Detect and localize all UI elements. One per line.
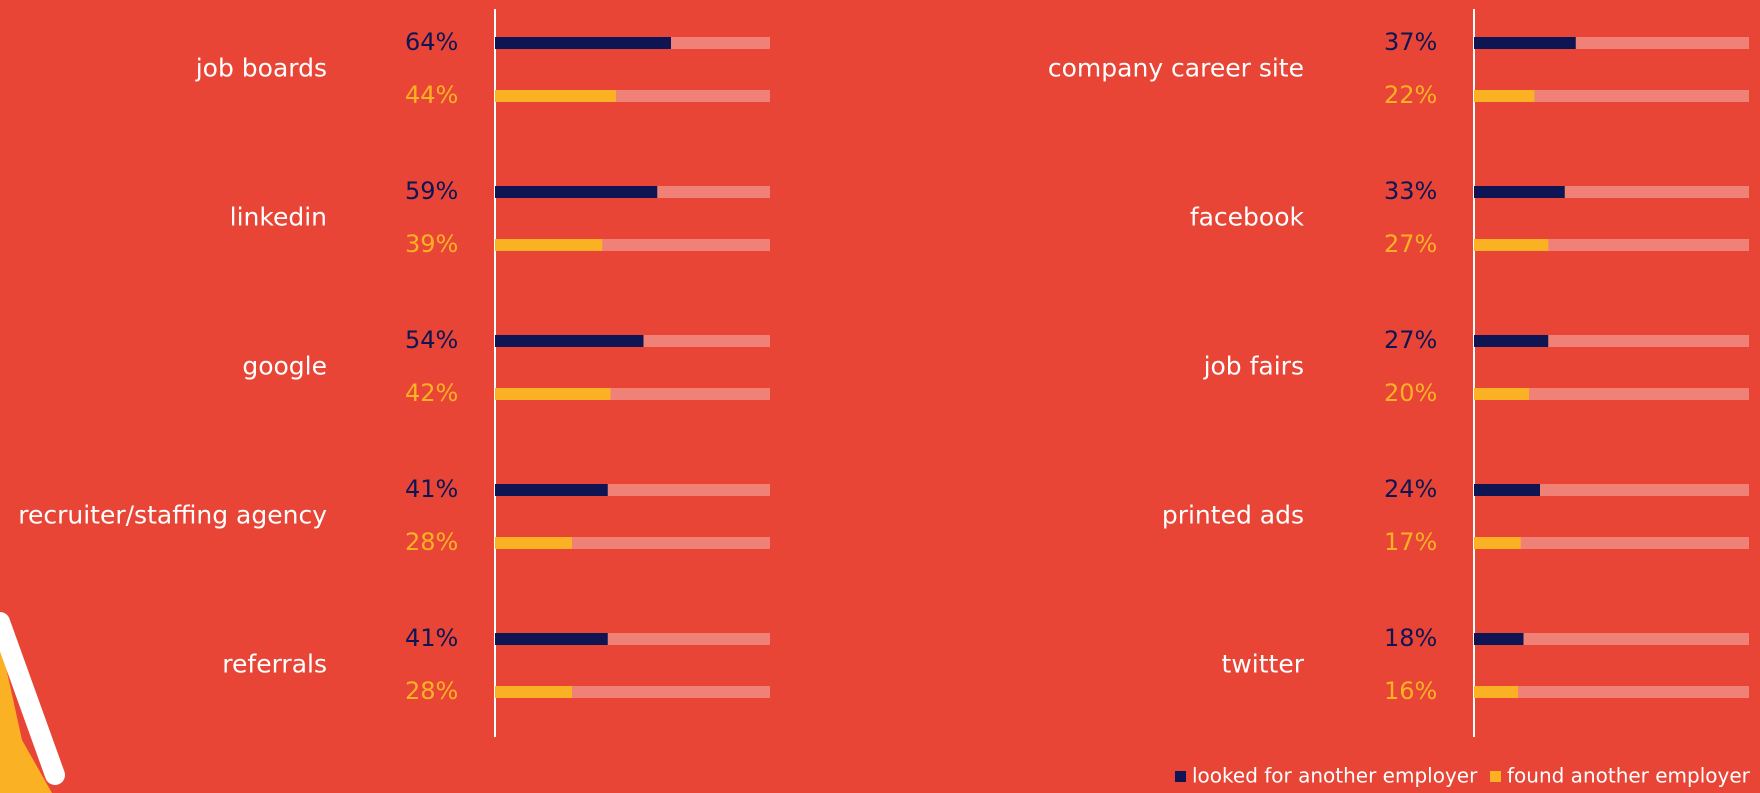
category-label: job boards	[195, 54, 327, 83]
value-label: 28%	[405, 528, 458, 556]
category-label: facebook	[1190, 203, 1305, 232]
value-label: 42%	[405, 379, 458, 407]
bar	[1474, 37, 1576, 49]
bar	[495, 388, 611, 400]
legend-label: looked for another employer	[1192, 764, 1478, 788]
value-label: 59%	[405, 177, 458, 205]
value-label: 16%	[1384, 677, 1437, 705]
value-label: 22%	[1384, 81, 1437, 109]
category-label: linkedin	[230, 203, 327, 232]
bar	[495, 686, 572, 698]
value-label: 20%	[1384, 379, 1437, 407]
category-label: company career site	[1048, 54, 1304, 83]
value-label: 27%	[1384, 326, 1437, 354]
category-label: printed ads	[1162, 501, 1304, 530]
category-label: recruiter/staffing agency	[18, 501, 327, 530]
value-label: 39%	[405, 230, 458, 258]
value-label: 18%	[1384, 624, 1437, 652]
value-label: 37%	[1384, 28, 1437, 56]
bar	[1474, 633, 1524, 645]
value-label: 54%	[405, 326, 458, 354]
bar	[495, 239, 602, 251]
bar	[495, 186, 657, 198]
bar	[1474, 484, 1540, 496]
category-label: referrals	[222, 650, 327, 679]
bar	[1474, 686, 1518, 698]
bar	[1474, 388, 1529, 400]
value-label: 41%	[405, 624, 458, 652]
bar	[495, 335, 644, 347]
value-label: 24%	[1384, 475, 1437, 503]
value-label: 44%	[405, 81, 458, 109]
bar	[1474, 90, 1535, 102]
value-label: 33%	[1384, 177, 1437, 205]
value-label: 28%	[405, 677, 458, 705]
bar	[1474, 335, 1548, 347]
bar	[495, 537, 572, 549]
bar	[495, 633, 608, 645]
category-label: job fairs	[1203, 352, 1304, 381]
bar	[1474, 186, 1565, 198]
category-label: twitter	[1222, 650, 1305, 679]
bar	[495, 484, 608, 496]
legend-swatch	[1490, 771, 1501, 782]
chart: job boards 64% 44% linkedin 59% 39% google 54% 4…	[0, 0, 1760, 793]
bar	[1474, 239, 1548, 251]
bar	[495, 90, 616, 102]
value-label: 17%	[1384, 528, 1437, 556]
value-label: 64%	[405, 28, 458, 56]
bar	[1474, 537, 1521, 549]
value-label: 27%	[1384, 230, 1437, 258]
bar	[495, 37, 671, 49]
value-label: 41%	[405, 475, 458, 503]
legend-swatch	[1175, 771, 1186, 782]
legend-label: found another employer	[1507, 764, 1751, 788]
category-label: google	[242, 352, 327, 381]
